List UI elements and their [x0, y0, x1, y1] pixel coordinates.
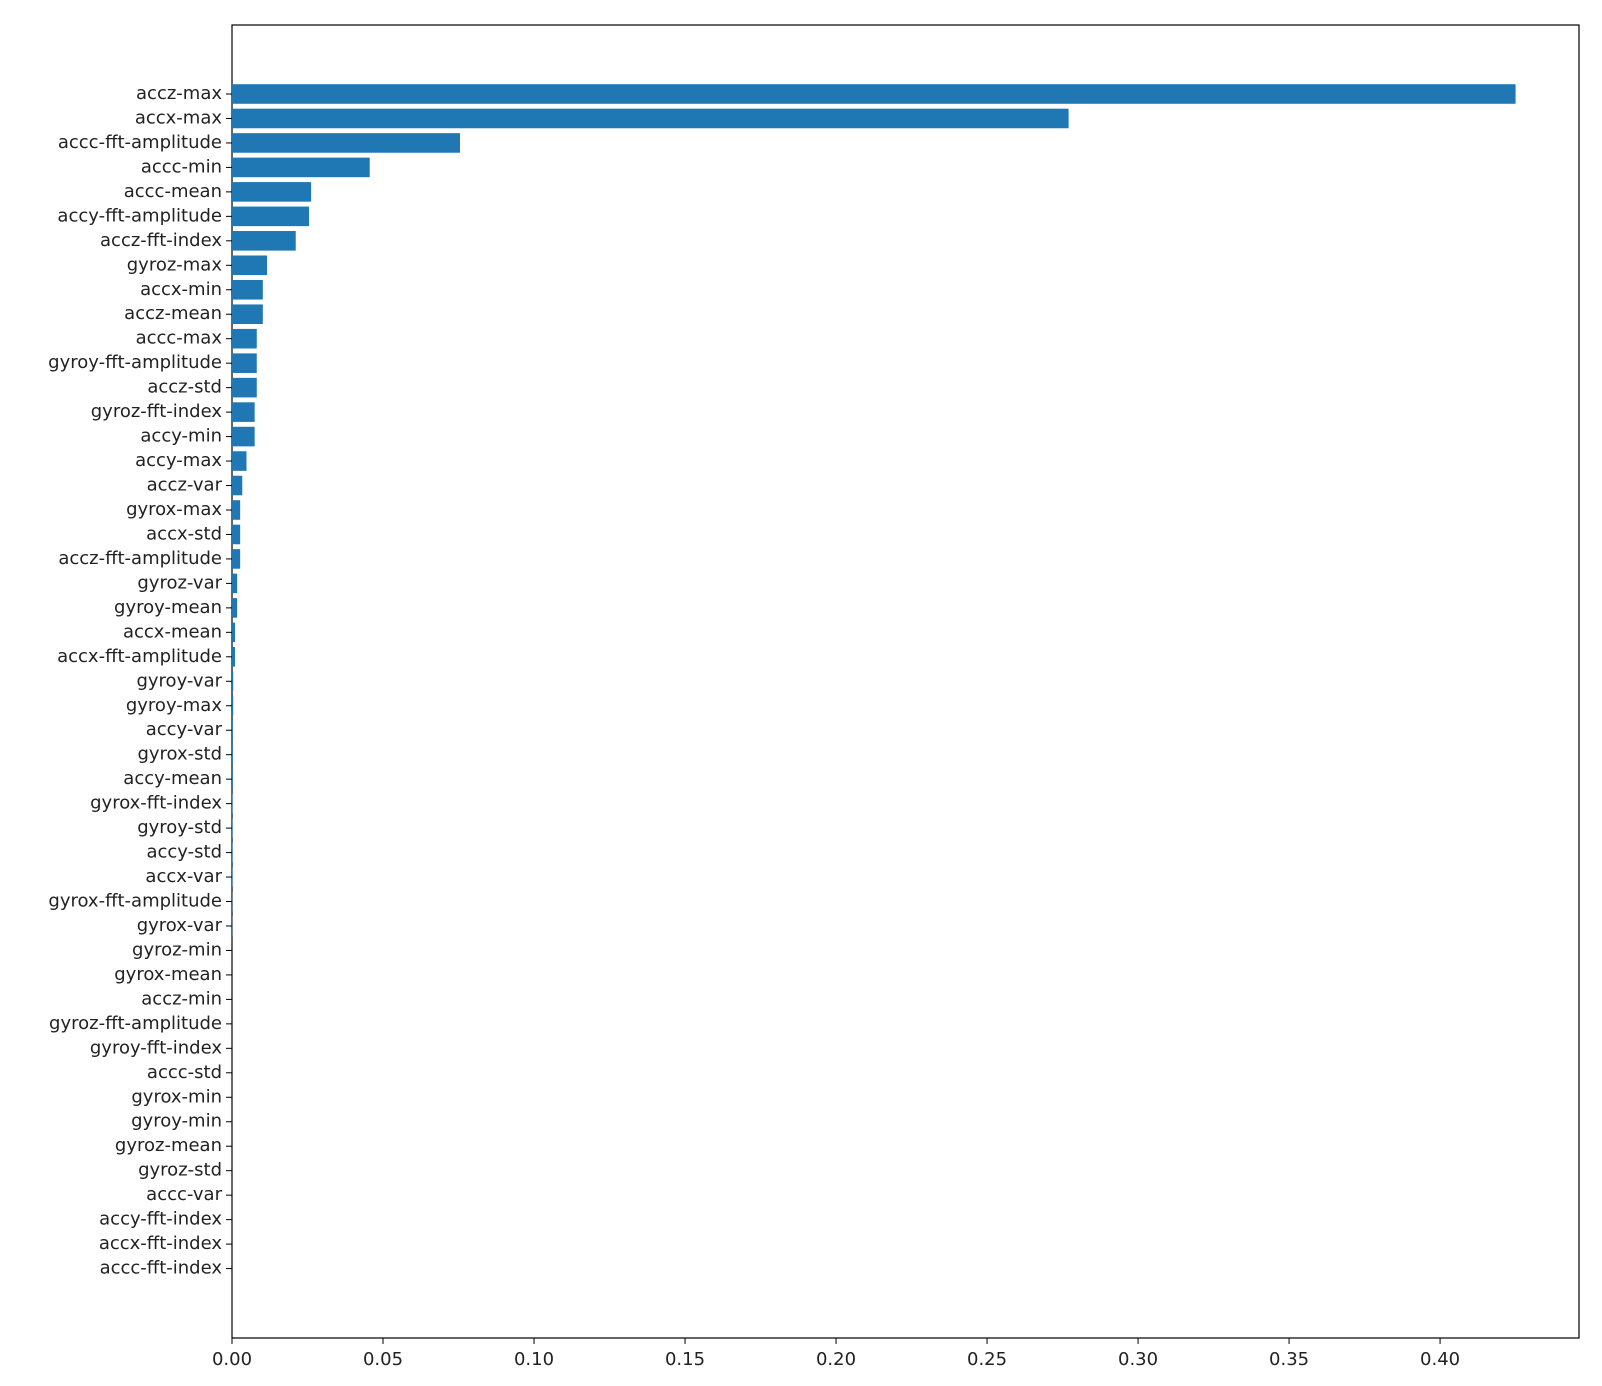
y-tick-label: accz-fft-amplitude: [58, 548, 222, 569]
y-tick-label: gyrox-mean: [114, 964, 222, 985]
bar: [232, 598, 237, 618]
bar: [232, 647, 235, 667]
x-tick-label: 0.05: [363, 1349, 403, 1370]
y-tick-label: accc-mean: [124, 181, 222, 202]
y-tick-label: accx-std: [146, 523, 222, 544]
y-tick-label: gyrox-max: [126, 499, 222, 520]
y-tick-label: accy-mean: [123, 768, 222, 789]
y-tick-label: accz-min: [141, 988, 222, 1009]
x-tick-label: 0.40: [1420, 1349, 1460, 1370]
y-tick-label: gyroy-fft-index: [90, 1037, 222, 1058]
y-tick-label: accz-std: [147, 377, 222, 398]
x-tick-label: 0.30: [1118, 1349, 1158, 1370]
y-tick-label: gyrox-min: [131, 1086, 222, 1107]
bar: [232, 353, 257, 373]
y-tick-label: gyrox-std: [137, 744, 222, 765]
y-tick-label: accy-min: [140, 426, 222, 447]
bar: [232, 720, 233, 740]
plot-frame: [232, 25, 1579, 1338]
bar: [232, 84, 1516, 104]
y-tick-label: accc-fft-amplitude: [58, 132, 222, 153]
y-tick-label: accy-var: [146, 719, 223, 740]
x-tick-label: 0.20: [816, 1349, 856, 1370]
y-tick-label: accx-fft-amplitude: [57, 646, 222, 667]
bar: [232, 158, 370, 178]
bar: [232, 843, 233, 863]
y-tick-label: gyroy-mean: [114, 597, 222, 618]
x-tick-label: 0.00: [212, 1349, 252, 1370]
y-tick-label: gyroz-fft-amplitude: [49, 1013, 222, 1034]
y-tick-label: gyrox-var: [137, 915, 223, 936]
y-tick-label: gyroy-max: [126, 695, 222, 716]
y-tick-label: accc-std: [147, 1062, 222, 1083]
bar: [232, 378, 257, 398]
y-tick-label: accz-max: [136, 83, 222, 104]
y-tick-label: accc-min: [141, 156, 222, 177]
x-tick-label: 0.35: [1269, 1349, 1309, 1370]
bar: [232, 671, 233, 691]
bar: [232, 182, 311, 202]
y-tick-label: accz-var: [147, 475, 223, 496]
y-tick-label: gyroy-var: [136, 670, 222, 691]
y-tick-label: gyroy-min: [131, 1111, 222, 1132]
bar: [232, 867, 233, 887]
bar: [232, 402, 255, 422]
y-tick-label: gyroz-std: [138, 1160, 222, 1181]
bar: [232, 794, 233, 814]
y-tick-label: gyroz-var: [137, 572, 222, 593]
bar: [232, 574, 237, 594]
y-tick-label: accx-max: [135, 107, 223, 128]
bar: [232, 109, 1069, 129]
y-tick-label: accc-max: [136, 328, 223, 349]
y-tick-label: gyrox-fft-amplitude: [48, 891, 222, 912]
y-tick-label: accx-fft-index: [99, 1233, 223, 1254]
bar: [232, 745, 233, 765]
bar: [232, 500, 240, 520]
bar: [232, 549, 240, 569]
x-tick-label: 0.15: [665, 1349, 705, 1370]
y-tick-label: accy-fft-index: [99, 1209, 222, 1230]
bar: [232, 451, 246, 471]
y-tick-label: gyrox-fft-index: [90, 793, 222, 814]
bar: [232, 427, 255, 447]
bar: [232, 525, 240, 545]
bar: [232, 476, 242, 496]
y-tick-label: gyroz-min: [132, 939, 222, 960]
bar: [232, 304, 263, 324]
bar: [232, 280, 263, 300]
y-tick-label: accc-fft-index: [100, 1258, 223, 1279]
y-tick-label: accy-max: [135, 450, 222, 471]
x-tick-label: 0.25: [967, 1349, 1007, 1370]
bar: [232, 133, 460, 153]
bar: [232, 207, 309, 227]
y-tick-label: accz-fft-index: [100, 230, 222, 251]
y-tick-label: accy-fft-amplitude: [57, 205, 222, 226]
y-tick-label: gyroz-mean: [115, 1135, 222, 1156]
y-tick-label: accx-mean: [123, 621, 222, 642]
bar: [232, 231, 296, 251]
y-tick-label: accc-var: [146, 1184, 222, 1205]
y-tick-label: accx-min: [140, 279, 222, 300]
y-tick-label: gyroy-fft-amplitude: [48, 352, 222, 373]
bar: [232, 818, 233, 838]
y-tick-label: accx-var: [145, 866, 222, 887]
y-tick-label: gyroy-std: [137, 817, 222, 838]
x-tick-label: 0.10: [514, 1349, 554, 1370]
bar: [232, 329, 257, 349]
bar: [232, 769, 233, 789]
bar: [232, 623, 235, 643]
y-tick-label: gyroz-max: [127, 254, 223, 275]
y-tick-label: accy-std: [146, 842, 222, 863]
bar: [232, 696, 233, 716]
y-tick-label: accz-mean: [124, 303, 222, 324]
bar: [232, 256, 267, 276]
y-tick-label: gyroz-fft-index: [91, 401, 223, 422]
